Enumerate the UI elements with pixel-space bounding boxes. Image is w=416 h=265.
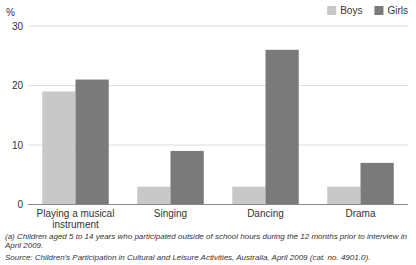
- x-tick-label-line: instrument: [52, 219, 99, 230]
- x-axis-line: [28, 204, 408, 205]
- footnote-line: Source: Children's Participation in Cult…: [5, 253, 370, 262]
- bar: [171, 151, 204, 205]
- background: [0, 0, 416, 265]
- legend-label: Girls: [387, 5, 408, 16]
- x-tick-label: Singing: [154, 208, 187, 219]
- x-tick-label: Playing a musicalinstrument: [37, 208, 115, 230]
- x-tick-label: Drama: [345, 208, 375, 219]
- bar: [232, 187, 265, 205]
- legend-label: Boys: [340, 5, 362, 16]
- footnote-line: April 2009.: [4, 241, 43, 250]
- grid-line: [28, 26, 408, 27]
- bar: [76, 80, 109, 205]
- x-tick-label-line: Dancing: [247, 208, 284, 219]
- x-tick-label-line: Drama: [345, 208, 375, 219]
- x-tick-label-line: Playing a musical: [37, 208, 115, 219]
- x-tick-label-line: Singing: [154, 208, 187, 219]
- y-tick-label: 30: [12, 21, 24, 32]
- y-tick-label: 20: [12, 80, 24, 91]
- bar: [327, 187, 360, 205]
- footnote-line: (a) Children aged 5 to 14 years who part…: [5, 232, 408, 241]
- y-tick-label: 0: [17, 199, 23, 210]
- legend-swatch: [374, 6, 383, 15]
- grid-line: [28, 204, 408, 205]
- x-tick-label: Dancing: [247, 208, 284, 219]
- legend-swatch: [327, 6, 336, 15]
- bar: [266, 50, 299, 205]
- bar: [361, 163, 394, 205]
- bars: [42, 50, 394, 205]
- footnote: (a) Children aged 5 to 14 years who part…: [4, 232, 408, 251]
- bar: [42, 91, 75, 204]
- chart: (a) Children aged 5 to 14 years who part…: [0, 0, 416, 265]
- bar: [137, 187, 170, 205]
- legend: Girls Boys: [327, 5, 408, 16]
- y-axis-label: %: [6, 7, 15, 18]
- y-tick-label: 10: [12, 140, 24, 151]
- footnote: Source: Children's Participation in Cult…: [5, 253, 370, 262]
